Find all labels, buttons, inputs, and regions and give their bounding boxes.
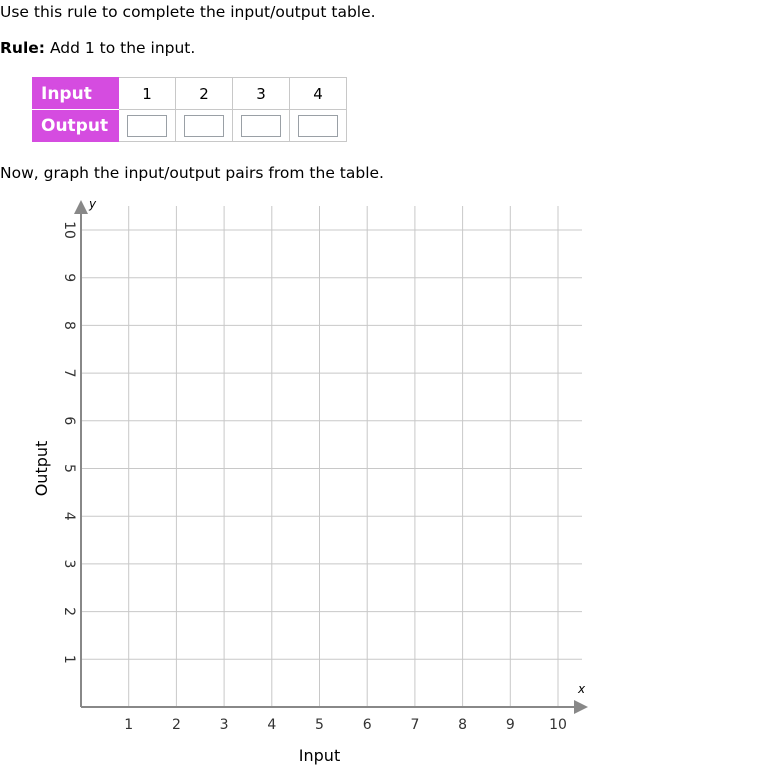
x-tick-label: 5 bbox=[315, 717, 324, 733]
y-tick-label: 10 bbox=[61, 221, 77, 239]
y-tick-label: 8 bbox=[61, 321, 77, 330]
output-input-box[interactable] bbox=[298, 114, 338, 137]
x-tick-label: 1 bbox=[124, 717, 133, 733]
output-header: Output bbox=[32, 109, 119, 142]
y-tick-label: 1 bbox=[61, 655, 77, 664]
output-row: Output bbox=[32, 109, 347, 142]
input-row: Input 1 2 3 4 bbox=[32, 77, 347, 110]
y-tick-label: 6 bbox=[61, 416, 77, 425]
x-axis-arrow-icon bbox=[574, 700, 588, 714]
output-cell bbox=[118, 109, 176, 142]
input-cell: 2 bbox=[175, 77, 233, 110]
instructions-text: Use this rule to complete the input/outp… bbox=[0, 3, 376, 21]
output-cell bbox=[175, 109, 233, 142]
output-cell bbox=[232, 109, 290, 142]
y-axis-letter: y bbox=[88, 197, 97, 211]
output-input-box[interactable] bbox=[184, 114, 224, 137]
input-cell: 4 bbox=[289, 77, 347, 110]
y-tick-label: 3 bbox=[61, 559, 77, 568]
x-tick-label: 7 bbox=[410, 717, 419, 733]
output-input-box[interactable] bbox=[127, 114, 167, 137]
x-tick-label: 9 bbox=[506, 717, 515, 733]
y-tick-label: 7 bbox=[61, 369, 77, 378]
y-tick-label: 9 bbox=[61, 273, 77, 282]
y-tick-label: 5 bbox=[61, 464, 77, 473]
input-cell: 3 bbox=[232, 77, 290, 110]
output-input-box[interactable] bbox=[241, 114, 281, 137]
graph-prompt: Now, graph the input/output pairs from t… bbox=[0, 164, 384, 182]
y-tick-label: 4 bbox=[61, 512, 77, 521]
coordinate-graph[interactable]: 1 2 3 4 5 6 7 8 9 10 1 2 3 4 5 6 7 8 9 10 Output Input x y bbox=[0, 195, 760, 765]
input-output-table: Input 1 2 3 4 Output bbox=[32, 77, 347, 142]
x-axis-title: Input bbox=[299, 746, 340, 765]
rule-description: Add 1 to the input. bbox=[49, 39, 196, 57]
output-cell bbox=[289, 109, 347, 142]
input-header: Input bbox=[32, 77, 119, 110]
x-tick-label: 8 bbox=[458, 717, 467, 733]
y-tick-label: 2 bbox=[61, 607, 77, 616]
x-tick-label: 4 bbox=[267, 717, 276, 733]
x-tick-label: 10 bbox=[549, 717, 567, 733]
tick-labels: 1 2 3 4 5 6 7 8 9 10 1 2 3 4 5 6 7 8 9 10 bbox=[61, 221, 567, 733]
x-axis-letter: x bbox=[577, 682, 586, 696]
x-tick-label: 2 bbox=[172, 717, 181, 733]
grid-lines bbox=[81, 206, 582, 707]
y-axis-title: Output bbox=[32, 441, 51, 497]
x-tick-label: 6 bbox=[363, 717, 372, 733]
rule-text: Rule: Add 1 to the input. bbox=[0, 38, 195, 58]
x-tick-label: 3 bbox=[220, 717, 229, 733]
input-cell: 1 bbox=[118, 77, 176, 110]
rule-label: Rule: bbox=[0, 39, 45, 57]
axes bbox=[74, 200, 588, 714]
y-axis-arrow-icon bbox=[74, 200, 88, 214]
